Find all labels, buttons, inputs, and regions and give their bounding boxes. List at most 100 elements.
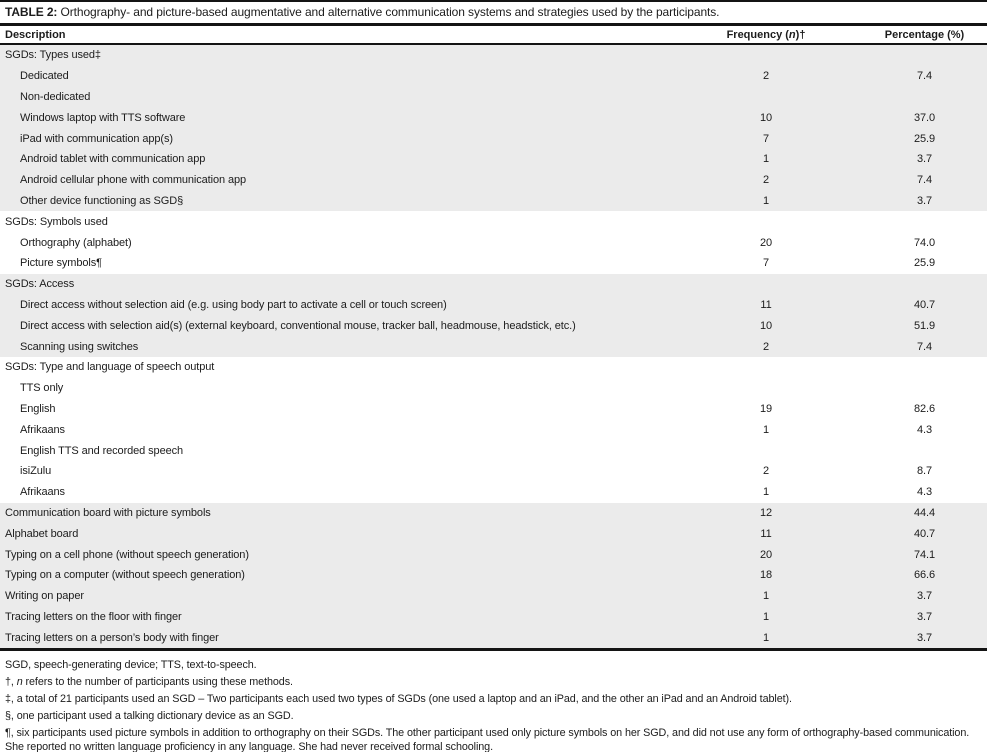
table-row: SGDs: Access xyxy=(0,273,987,295)
table-title-text: Orthography- and picture-based augmentat… xyxy=(57,5,720,19)
row-frequency: 20 xyxy=(759,548,773,561)
row-percentage: 82.6 xyxy=(913,402,935,415)
row-label: SGDs: Access xyxy=(5,278,75,291)
table-title-label: TABLE 2: xyxy=(5,5,58,19)
row-percentage: 4.3 xyxy=(917,423,932,436)
row-label: Afrikaans xyxy=(20,486,65,499)
row-label: Typing on a cell phone (without speech g… xyxy=(5,548,249,561)
table-row: Other device functioning as SGD§ 1 3.7 xyxy=(0,190,987,212)
table-row: Typing on a computer (without speech gen… xyxy=(0,564,987,586)
footnote-text: §, one participant used a talking dictio… xyxy=(5,710,294,723)
row-percentage: 40.7 xyxy=(913,298,935,311)
row-frequency: 1 xyxy=(762,486,770,499)
row-label: Tracing letters on the floor with finger xyxy=(5,610,182,623)
row-percentage: 44.4 xyxy=(913,506,935,519)
row-label: Dedicated xyxy=(20,70,69,83)
row-frequency: 7 xyxy=(762,257,770,270)
row-frequency: 10 xyxy=(759,111,773,124)
column-header-description: Description xyxy=(5,28,66,41)
table-row: Android cellular phone with communicatio… xyxy=(0,169,987,191)
row-label: Non-dedicated xyxy=(20,90,91,103)
row-percentage: 3.7 xyxy=(917,153,932,166)
row-label: SGDs: Type and language of speech output xyxy=(5,361,215,374)
row-frequency: 2 xyxy=(762,340,770,353)
table-row: Orthography (alphabet) 20 74.0 xyxy=(0,232,987,253)
row-percentage: 7.4 xyxy=(917,174,932,187)
table-row: Scanning using switches 2 7.4 xyxy=(0,336,987,357)
row-frequency: 10 xyxy=(759,319,773,332)
row-percentage: 7.4 xyxy=(917,340,932,353)
footnote-abbreviations: SGD, speech-generating device; TTS, text… xyxy=(5,658,981,672)
row-label: Picture symbols¶ xyxy=(20,257,102,270)
row-frequency: 11 xyxy=(760,298,772,311)
footnote-text: SGD, speech-generating device; TTS, text… xyxy=(5,659,257,672)
table-row: Writing on paper 1 3.7 xyxy=(0,585,987,607)
table-row: Alphabet board 11 40.7 xyxy=(0,523,987,545)
column-header-percentage: Percentage (%) xyxy=(884,28,965,41)
row-percentage: 3.7 xyxy=(917,194,932,207)
row-frequency: 1 xyxy=(762,423,770,436)
table-row: TTS only xyxy=(0,378,987,399)
row-frequency: 1 xyxy=(762,590,770,603)
table-body: SGDs: Types used‡ Dedicated 2 7.4 Non-dedi… xyxy=(0,45,987,652)
table-footnotes: SGD, speech-generating device; TTS, text… xyxy=(0,651,987,752)
row-label: Tracing letters on a person’s body with … xyxy=(5,631,219,644)
row-frequency: 2 xyxy=(762,465,770,478)
table-row: Afrikaans 1 4.3 xyxy=(0,482,987,503)
row-frequency: 7 xyxy=(762,132,770,145)
table-row: Tracing letters on the floor with finger… xyxy=(0,606,987,628)
row-label: Windows laptop with TTS software xyxy=(20,111,186,124)
table-row: Dedicated 2 7.4 xyxy=(0,65,987,87)
row-label: Alphabet board xyxy=(5,527,79,540)
row-percentage: 25.9 xyxy=(913,132,935,145)
row-percentage: 3.7 xyxy=(917,610,932,623)
row-frequency: 2 xyxy=(762,174,770,187)
row-percentage: 8.7 xyxy=(917,465,932,478)
table-row: isiZulu 2 8.7 xyxy=(0,461,987,482)
row-label: Scanning using switches xyxy=(20,340,139,353)
footnote-double-dagger: ‡, a total of 21 participants used an SG… xyxy=(5,692,981,706)
row-frequency: 12 xyxy=(759,506,773,519)
frequency-header-suffix: )† xyxy=(795,28,806,41)
table-row: Android tablet with communication app 1 3.… xyxy=(0,148,987,170)
footnote-text: ¶, six participants used picture symbols… xyxy=(5,727,970,752)
row-percentage: 25.9 xyxy=(913,257,935,270)
row-percentage: 37.0 xyxy=(913,111,935,124)
footnote-section-sign: §, one participant used a talking dictio… xyxy=(5,709,981,723)
footnote-text: †, xyxy=(5,676,17,689)
footnote-dagger: †, n refers to the number of participant… xyxy=(5,675,981,689)
row-percentage: 74.1 xyxy=(913,548,935,561)
row-percentage: 4.3 xyxy=(917,486,932,499)
row-label: Communication board with picture symbols xyxy=(5,506,211,519)
row-label: English TTS and recorded speech xyxy=(20,444,184,457)
footnote-italic-n: n xyxy=(16,676,23,689)
frequency-header-n: n xyxy=(788,28,796,41)
row-label: Direct access without selection aid (e.g… xyxy=(20,298,447,311)
row-frequency: 18 xyxy=(759,569,773,582)
row-frequency: 1 xyxy=(762,153,770,166)
table-row: Direct access with selection aid(s) (ext… xyxy=(0,315,987,337)
row-label: Other device functioning as SGD§ xyxy=(20,194,184,207)
row-label: English xyxy=(20,402,56,415)
row-label: isiZulu xyxy=(20,465,52,478)
row-label: TTS only xyxy=(20,382,64,395)
row-label: Typing on a computer (without speech gen… xyxy=(5,569,245,582)
row-frequency: 1 xyxy=(762,610,770,623)
row-label: Direct access with selection aid(s) (ext… xyxy=(20,319,576,332)
table-row: Afrikaans 1 4.3 xyxy=(0,419,987,440)
row-percentage: 40.7 xyxy=(913,527,935,540)
table-row: Typing on a cell phone (without speech g… xyxy=(0,544,987,565)
row-label: Android cellular phone with communicatio… xyxy=(20,174,247,187)
footnote-text: ‡, a total of 21 participants used an SG… xyxy=(5,693,792,706)
row-label: Android tablet with communication app xyxy=(20,153,206,166)
row-label: SGDs: Symbols used xyxy=(5,215,108,228)
column-header-frequency: Frequency (n)† xyxy=(670,29,862,41)
row-frequency: 2 xyxy=(762,70,770,83)
table-header-row: Description Frequency (n)† Percentage (%… xyxy=(0,26,987,45)
row-percentage: 74.0 xyxy=(913,236,935,249)
frequency-header-prefix: Frequency ( xyxy=(726,28,789,41)
footnote-pilcrow: ¶, six participants used picture symbols… xyxy=(5,726,981,752)
row-label: Afrikaans xyxy=(20,423,65,436)
table-row: Tracing letters on a person’s body with … xyxy=(0,627,987,649)
